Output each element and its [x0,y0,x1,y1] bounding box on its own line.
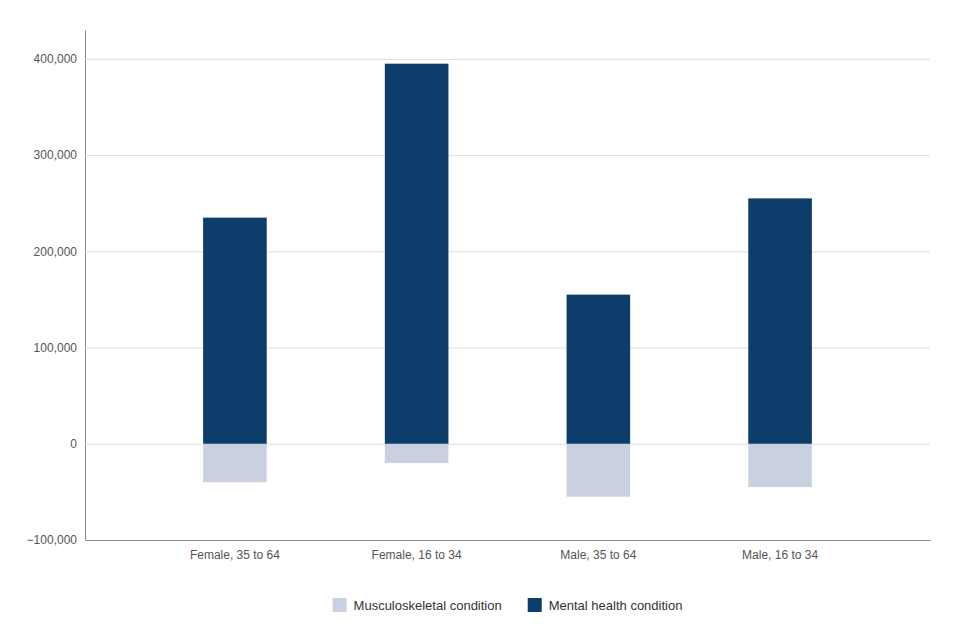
y-axis-line [85,31,86,541]
y-tick-label: 400,000 [34,52,78,66]
bar-series [203,64,812,444]
plot-area: −100,000 0 100,000 200,000 300,000 400,000 Fem… [27,31,931,562]
y-tick: 300,000 [34,148,930,162]
x-tick-label: Female, 16 to 34 [372,548,462,562]
grid-line [85,59,930,60]
x-axis: Female, 35 to 64 Female, 16 to 34 Male, 35… [86,541,931,562]
legend-item: Musculoskeletal condition [333,598,502,613]
legend-label: Musculoskeletal condition [354,598,502,613]
chart-container: −100,000 0 100,000 200,000 300,000 400,000 Fem… [0,0,960,640]
x-axis-line [86,540,931,541]
bar [203,444,267,482]
y-tick-label: 200,000 [34,245,78,259]
legend: Musculoskeletal condition Mental health c… [333,598,683,613]
x-tick: Male, 35 to 64 [560,548,636,562]
grid-line [85,540,930,541]
bar [748,198,812,443]
chart: −100,000 0 100,000 200,000 300,000 400,000 Fem… [0,0,960,640]
bar-series [203,444,812,497]
x-tick-label: Female, 35 to 64 [190,548,280,562]
x-tick: Female, 35 to 64 [190,548,280,562]
bar [385,444,449,463]
bar [567,295,631,444]
grid-line [85,155,930,156]
legend-swatch [528,598,542,612]
y-tick-label: −100,000 [27,533,78,547]
bars [203,64,812,497]
y-axis: −100,000 0 100,000 200,000 300,000 400,000 [27,31,930,548]
legend-label: Mental health condition [549,598,683,613]
y-tick-label: 100,000 [34,341,78,355]
y-tick: −100,000 [27,533,930,547]
legend-item: Mental health condition [528,598,683,613]
bar [203,218,267,444]
bar [385,64,449,444]
y-tick: 400,000 [34,52,930,66]
x-tick-label: Male, 35 to 64 [560,548,636,562]
x-tick: Female, 16 to 34 [372,548,462,562]
legend-swatch [333,598,347,612]
y-tick-label: 0 [70,437,77,451]
bar [748,444,812,487]
x-tick: Male, 16 to 34 [742,548,818,562]
x-tick-label: Male, 16 to 34 [742,548,818,562]
bar [567,444,631,497]
y-tick-label: 300,000 [34,148,78,162]
